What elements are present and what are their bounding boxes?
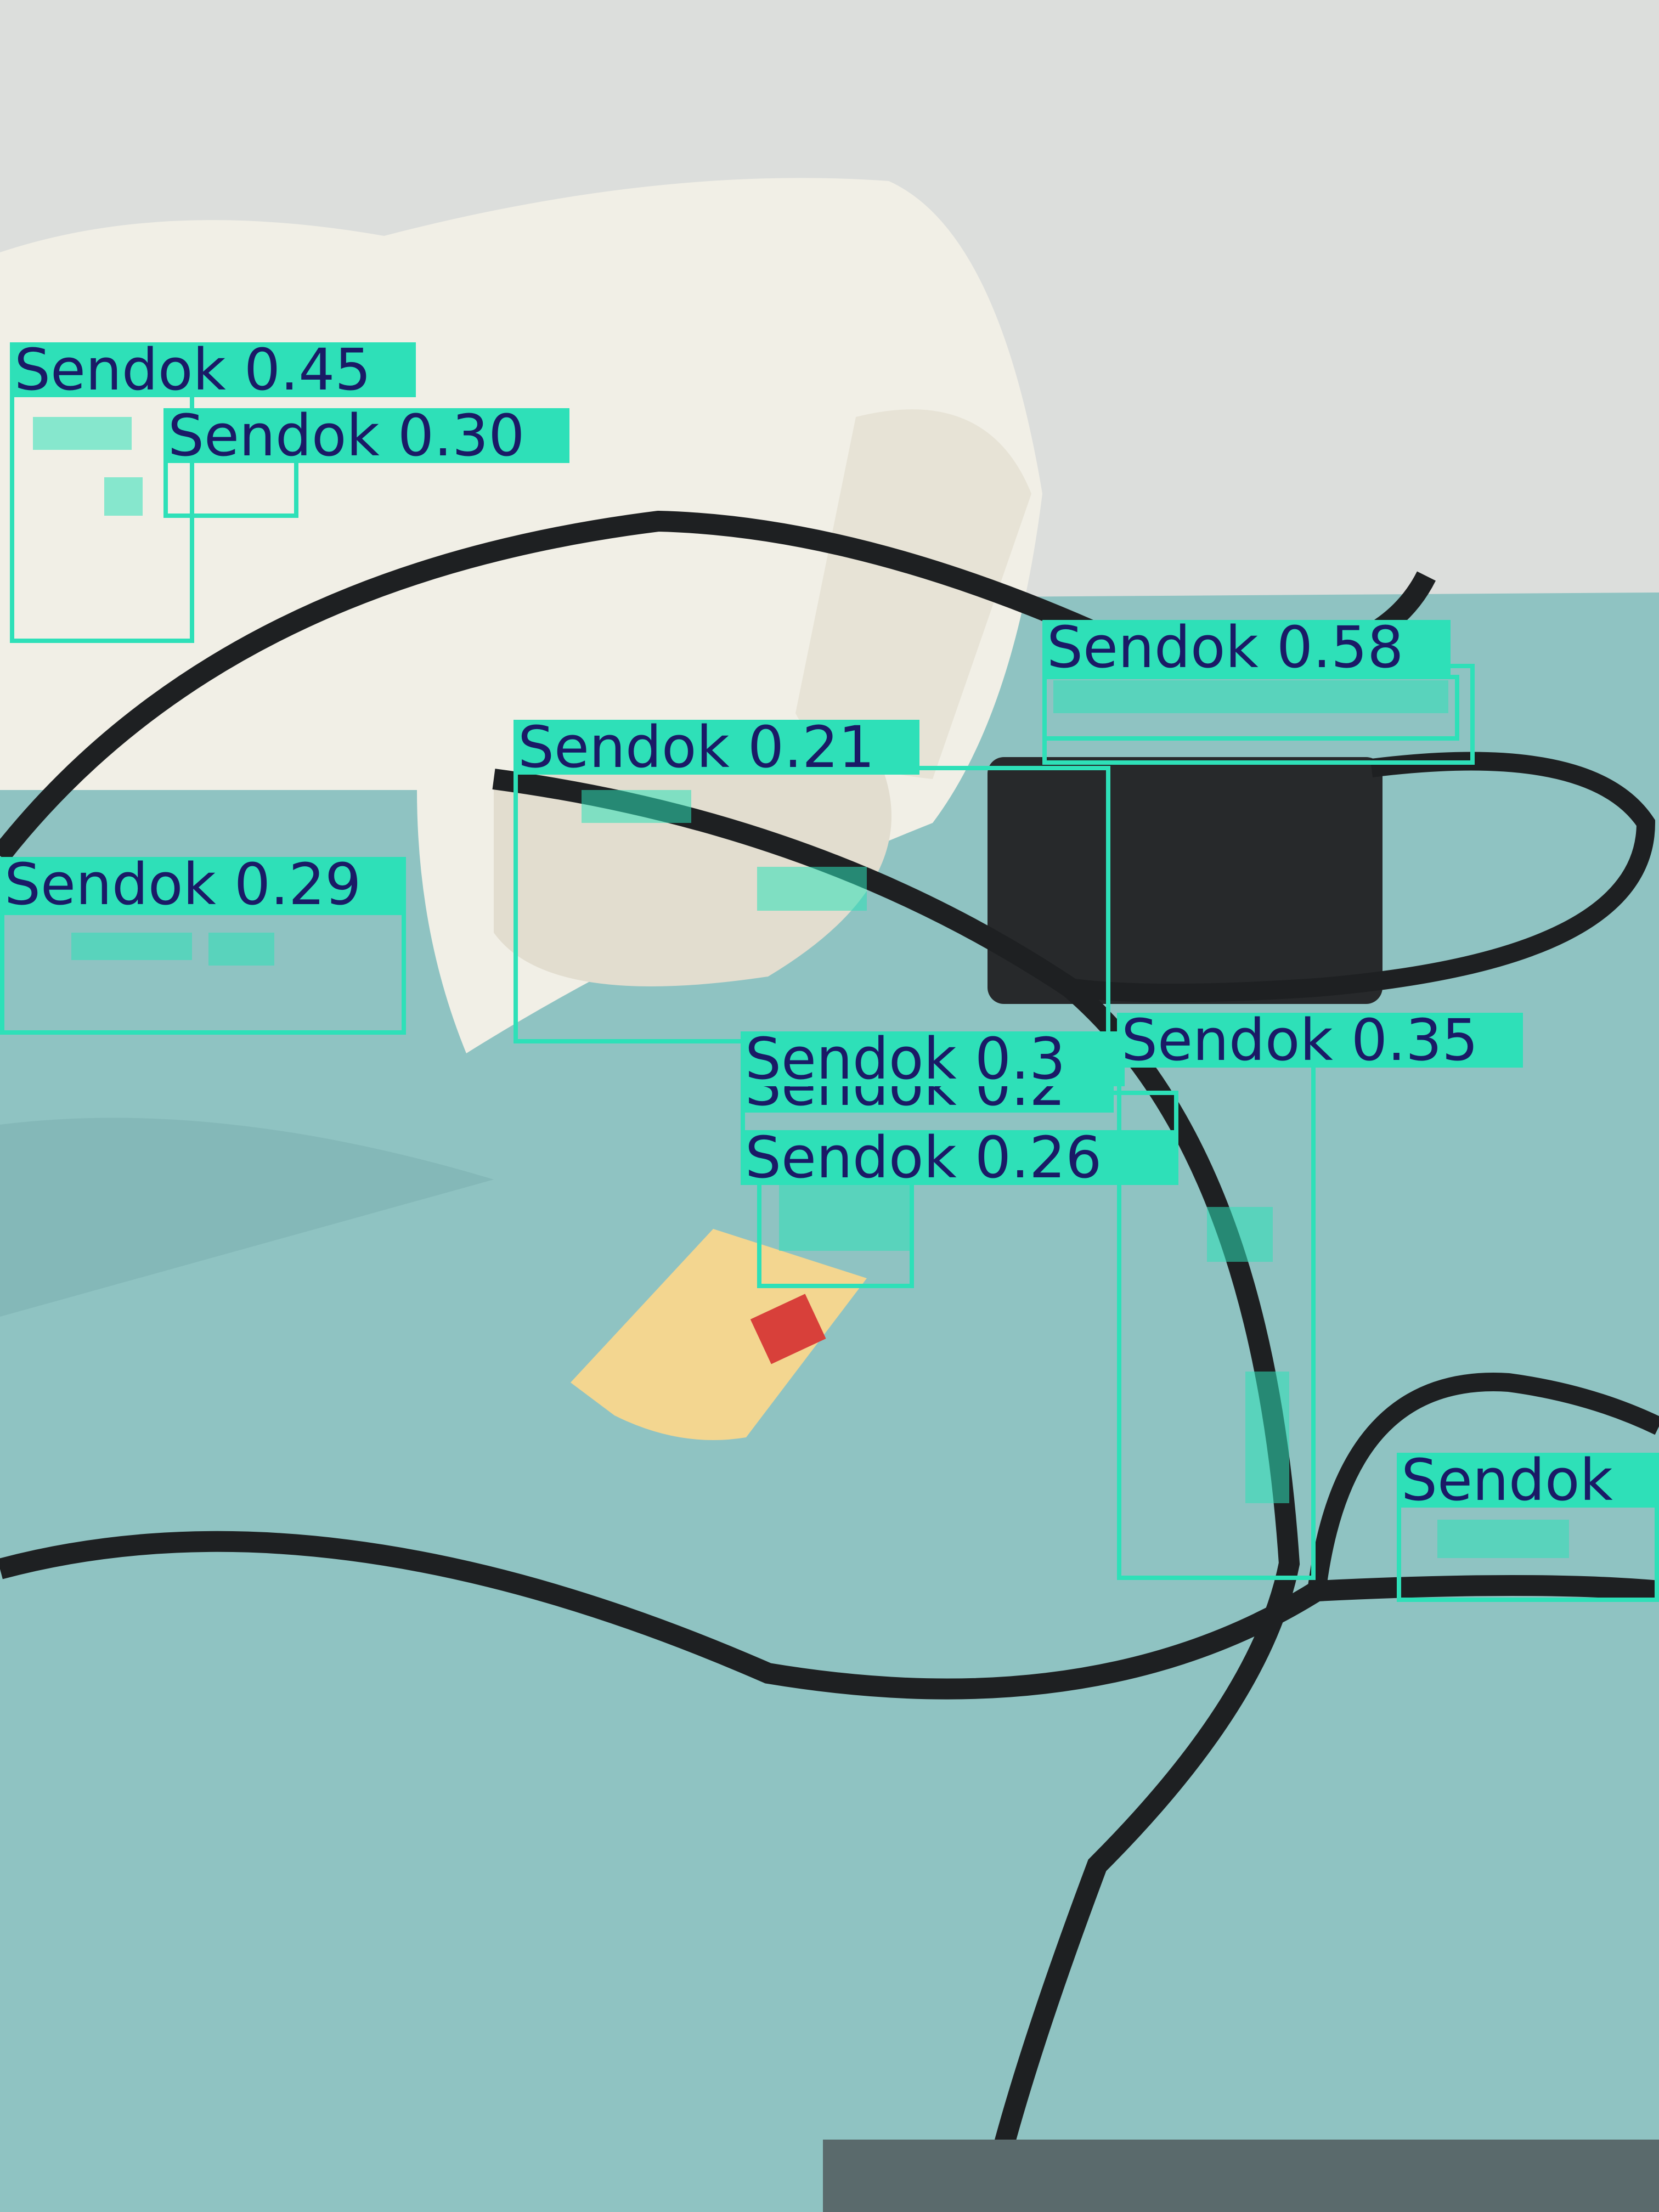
segmentation-mask <box>1437 1520 1569 1558</box>
detection-box <box>0 911 406 1035</box>
segmentation-mask <box>208 933 274 966</box>
segmentation-mask <box>779 1185 911 1251</box>
detection-label: Sendok <box>1397 1453 1659 1508</box>
candy-label <box>750 1294 826 1364</box>
cable <box>1068 752 1656 1002</box>
detection-label: Sendok 0.26 <box>741 1130 1178 1185</box>
detection-box <box>1042 675 1459 741</box>
segmentation-mask <box>71 933 192 960</box>
segmentation-mask <box>104 477 143 516</box>
detection-box <box>163 456 298 518</box>
segmentation-mask <box>1207 1207 1273 1262</box>
floor-edge <box>823 2140 1659 2212</box>
cable <box>0 1531 1659 1700</box>
detection-box <box>514 766 1110 1043</box>
segmentation-mask <box>582 790 691 823</box>
detection-label: Sendok 0.30 <box>163 408 569 463</box>
detection-box <box>1397 1498 1659 1602</box>
segmentation-mask <box>33 417 132 450</box>
detection-box <box>757 1178 914 1288</box>
detection-label: Sendok 0.58 <box>1042 620 1451 675</box>
detection-label: Sendok 0.21 <box>514 720 919 775</box>
segmentation-mask <box>1053 680 1448 713</box>
bag-strap <box>795 409 1031 779</box>
segmentation-mask <box>1245 1372 1289 1503</box>
candy-wrapper <box>571 1229 867 1440</box>
segmentation-mask <box>757 867 867 911</box>
detection-label: Sendok 0.35 <box>1117 1013 1523 1068</box>
cable <box>1307 1373 1659 1593</box>
detection-label: Sendok 0.29 <box>0 857 406 912</box>
detection-label: Sendok 0.45 <box>10 342 416 397</box>
detection-label: Sendok 0.3 <box>741 1031 1125 1086</box>
sheet-shadow <box>0 1118 494 1317</box>
power-adapter <box>988 757 1383 1004</box>
